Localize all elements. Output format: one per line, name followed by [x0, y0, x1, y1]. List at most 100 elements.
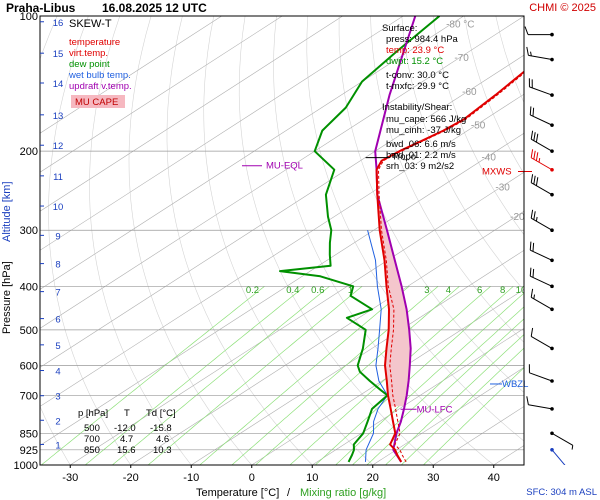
wind-barb-station — [550, 284, 554, 289]
isotherm — [372, 367, 524, 465]
annotations: Tropo MU-EQL MU-LFC WBZL MXWS — [242, 152, 532, 415]
mixing-ratio-label: 4 — [446, 285, 451, 296]
altitude-tick-label: 8 — [55, 260, 60, 271]
dewpoint-curve — [279, 16, 441, 463]
surface-title: Surface: — [382, 23, 417, 34]
dry-adiabat — [401, 16, 524, 291]
surface-tconv: t-conv: 30.0 °C — [386, 70, 449, 81]
y-axis-label: Pressure [hPa] — [1, 261, 13, 334]
wind-barb-flag — [529, 106, 532, 116]
isotherm — [191, 249, 524, 465]
altitude-tick-label: 1 — [55, 440, 60, 451]
instability-panel: Instability/Shear: mu_cape: 566 J/kg mu_… — [382, 102, 466, 172]
isotherm-label: -80 °C — [446, 19, 474, 30]
dry-adiabat — [128, 16, 253, 465]
wind-barb-shaft — [551, 449, 566, 465]
mu-cape-value: mu_cape: 566 J/kg — [386, 114, 466, 125]
dry-adiabat — [527, 16, 600, 465]
wind-barb-flag — [535, 152, 539, 161]
y-tick-label: 850 — [20, 428, 38, 440]
wind-barb-flag — [526, 46, 529, 56]
y-tick-label: 100 — [20, 11, 38, 23]
wind-barb-shaft — [530, 296, 553, 310]
wind-barb-half-flag — [533, 294, 536, 299]
legend-item-dew-point: dew point — [69, 59, 110, 70]
wind-barb-station — [550, 192, 554, 197]
wind-barb-half-flag — [571, 445, 574, 450]
wind-barb-shaft — [530, 138, 553, 152]
isotherm — [312, 328, 524, 465]
plot-frame — [39, 15, 525, 466]
altitude-tick-label: 10 — [53, 202, 64, 213]
wind-barb-flag — [530, 288, 534, 298]
instability-title: Instability/Shear: — [382, 102, 452, 113]
isotherm — [433, 406, 524, 465]
x-axis-label-mixing: Mixing ratio [g/kg] — [300, 487, 386, 499]
isotherm-label: -60 — [462, 87, 477, 98]
mixing-ratio-label: 6 — [477, 285, 482, 296]
mixing-ratio-label: 0.4 — [286, 285, 299, 296]
isotherm — [40, 93, 524, 407]
altitude-tick-label: 13 — [53, 111, 64, 122]
wind-barb-station — [550, 431, 554, 436]
table-cell: -15.8 — [150, 423, 172, 434]
isotherm-label: -70 — [454, 53, 469, 64]
dry-adiabat — [590, 16, 600, 465]
mixing-ratio-label: 8 — [500, 285, 505, 296]
wind-barb-half-flag — [530, 51, 532, 56]
altitude-tick-label: 6 — [55, 315, 60, 326]
wind-barb-shaft — [529, 86, 553, 96]
wind-barb-half-flag — [538, 157, 541, 163]
table-header-td: Td [°C] — [146, 408, 176, 419]
y-tick-label: 400 — [20, 281, 38, 293]
wind-barb-station — [550, 379, 554, 383]
wind-barb-shaft — [551, 432, 574, 446]
table-cell: -12.0 — [114, 423, 136, 434]
y-tick-label: 700 — [20, 390, 38, 402]
table-cell: 4.7 — [120, 434, 133, 445]
dry-adiabat — [166, 16, 313, 465]
wind-barb-shaft — [530, 114, 553, 126]
wind-barb-shaft — [530, 249, 553, 261]
altitude-tick-label: 5 — [55, 341, 60, 352]
table-cell: 15.6 — [117, 445, 136, 456]
legend-item-virt-temp: virt.temp. — [69, 48, 108, 59]
wind-barb-flag — [530, 149, 534, 158]
x-tick-label: 40 — [488, 472, 500, 484]
isotherm — [40, 16, 464, 290]
isotherm — [40, 16, 222, 134]
sfc-label: SFC: 304 m ASL — [526, 487, 597, 498]
wind-barb-flag — [533, 150, 536, 160]
bwd-01-value: bwd_01: 2.2 m/s — [386, 150, 456, 161]
wind-barb-flag — [524, 26, 529, 35]
isotherm-label: -50 — [471, 120, 486, 131]
mixing-ratio-label: 0.2 — [246, 285, 259, 296]
altitude-tick-label: 11 — [53, 172, 63, 183]
mixing-ratio-label: 17 — [561, 285, 572, 296]
wind-barb-flag — [532, 107, 535, 117]
isotherm — [130, 210, 524, 465]
wet-bulb-curve — [365, 230, 388, 462]
mxws-label: MXWS — [482, 167, 512, 178]
table-cell: 700 — [84, 434, 100, 445]
y-tick-label: 925 — [20, 445, 38, 457]
y-tick-label: 300 — [20, 225, 38, 237]
wind-barb-station — [550, 447, 554, 452]
wind-barb-station — [550, 346, 554, 351]
altitude-tick-label: 12 — [53, 141, 64, 152]
y-tick-label: 200 — [20, 146, 38, 158]
wind-barbs — [524, 26, 574, 465]
altitude-tick-label: 7 — [55, 288, 60, 299]
y-tick-label: 600 — [20, 360, 38, 372]
mu-eql-label: MU-EQL — [266, 161, 303, 172]
station-name: Praha-Libus — [6, 1, 76, 15]
wind-barb-station — [550, 167, 554, 172]
wind-barb-station — [550, 258, 554, 263]
mu-cape-box — [71, 95, 125, 108]
table-cell: 4.6 — [156, 434, 169, 445]
x-tick-label: -30 — [62, 472, 78, 484]
mu-cape-label: MU CAPE — [75, 97, 118, 108]
surface-temp: temp: 23.9 °C — [386, 45, 444, 56]
cape-fill — [376, 169, 411, 407]
wind-barb-flag — [535, 177, 539, 186]
